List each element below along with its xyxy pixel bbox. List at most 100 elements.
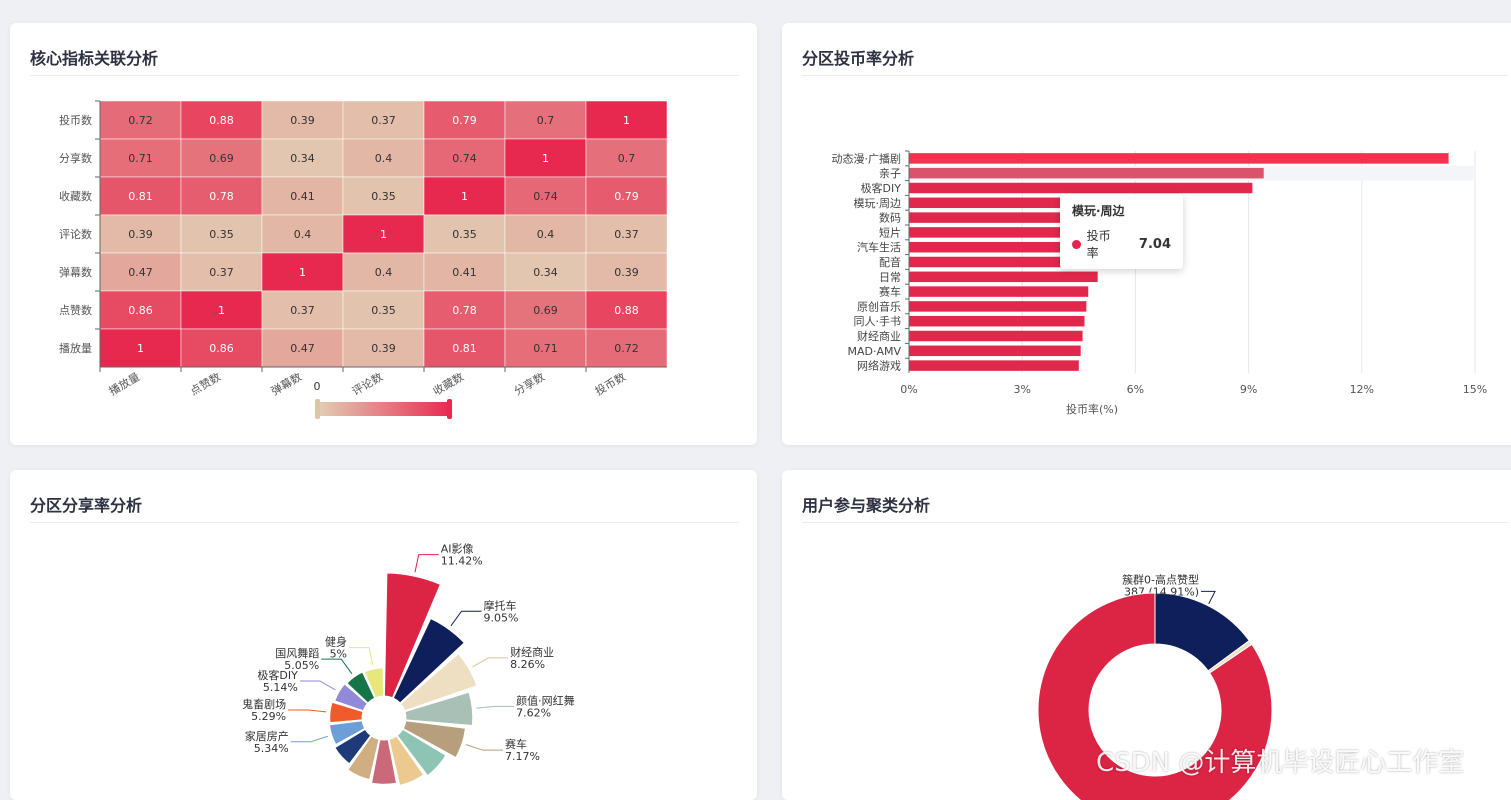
heatmap-x-label: 点赞数: [188, 370, 223, 398]
heatmap-cell-label: 0.4: [375, 266, 393, 279]
heatmap-cell-label: 1: [299, 266, 306, 279]
heatmap-cell-label: 0.72: [128, 114, 153, 127]
rose-label-pct: 5.29%: [251, 710, 286, 723]
heatmap-cell: [261, 214, 344, 254]
heatmap-cell: [342, 214, 425, 254]
bar-y-label: 财经商业: [857, 329, 901, 343]
heatmap-cell-label: 0.72: [614, 342, 639, 355]
heatmap-y-label: 弹幕数: [59, 265, 92, 279]
pie-title: 分区分享率分析: [30, 496, 143, 515]
heatmap-cell-label: 0.79: [452, 114, 477, 127]
heatmap-cell: [504, 252, 587, 292]
heatmap-cell-label: 0.37: [371, 114, 396, 127]
rose-label-pct: 11.42%: [441, 555, 483, 568]
rose-slice: [396, 728, 447, 777]
bar-y-label: 日常: [879, 271, 901, 284]
heatmap-cell: [261, 100, 344, 140]
bar-title: 分区投币率分析: [802, 49, 915, 68]
rose-slice: [334, 728, 372, 765]
rose-label-name: 国风舞蹈: [275, 647, 319, 660]
heatmap-cell-label: 0.7: [618, 152, 636, 165]
heatmap-cell: [180, 176, 263, 216]
rose-label-name: 摩托车: [484, 598, 517, 612]
heatmap-cell: [261, 138, 344, 178]
tooltip-title: 模玩·周边: [1072, 204, 1125, 218]
rose-label-name: 鬼畜剧场: [242, 697, 286, 711]
heatmap-card: 核心指标关联分析 0.72 0.88 0.39 0.37 0.79 0.7 1 投币数 0.71…: [10, 23, 757, 445]
heatmap-cell: [504, 328, 587, 368]
heatmap-cell: [585, 138, 668, 178]
bar: [909, 271, 1098, 283]
rose-slice: [400, 653, 478, 712]
rose-slice: [329, 701, 364, 724]
visualmap-min-label: 0: [314, 380, 321, 393]
heatmap-cell: [423, 214, 506, 254]
heatmap-cell: [585, 214, 668, 254]
rose-slice: [371, 739, 397, 785]
heatmap-cell-label: 0.35: [371, 190, 396, 203]
rose-leader-line: [414, 554, 439, 573]
heatmap-cell: [342, 328, 425, 368]
bar: [909, 301, 1087, 312]
heatmap-cell: [585, 290, 668, 330]
rose-label-name: 极客DIY: [257, 668, 298, 682]
heatmap-cell-label: 0.81: [128, 190, 153, 203]
heatmap-cell: [99, 214, 182, 254]
heatmap-cell: [180, 328, 263, 368]
rose-leader-line: [476, 705, 515, 709]
heatmap-cell: [504, 176, 587, 216]
heatmap-cell-label: 0.47: [128, 266, 153, 279]
heatmap-y-label: 播放量: [59, 341, 92, 355]
heatmap-cell-label: 0.34: [290, 152, 315, 165]
heatmap-cell-label: 0.71: [533, 342, 558, 355]
donut-title: 用户参与聚类分析: [802, 496, 931, 515]
heatmap-cell-label: 0.37: [290, 304, 315, 317]
heatmap-cell-label: 0.74: [533, 190, 558, 203]
heatmap-cell: [180, 252, 263, 292]
bar: [909, 212, 1109, 223]
heatmap-divider: [30, 75, 739, 76]
bar-y-label: 赛车: [879, 285, 901, 299]
heatmap-cell-label: 0.35: [209, 228, 234, 241]
bar-y-label: 数码: [879, 212, 901, 225]
rose-label-pct: 7.17%: [505, 750, 540, 763]
rose-slice: [388, 735, 425, 786]
bar-x-tick-label: 6%: [1127, 383, 1144, 396]
rose-slice: [392, 617, 465, 704]
bar: [909, 360, 1079, 371]
heatmap-cell: [585, 328, 668, 368]
visualmap-handle-min: [315, 399, 320, 419]
heatmap-cell-label: 0.4: [294, 228, 312, 241]
heatmap-cell-label: 0.35: [452, 228, 477, 241]
bar-x-tick-label: 3%: [1013, 383, 1030, 396]
bar: [909, 330, 1083, 342]
heatmap-y-label: 评论数: [59, 227, 92, 241]
rose-leader-line: [290, 735, 329, 743]
heatmap-x-label: 分享数: [511, 369, 547, 398]
heatmap-cell-label: 1: [461, 190, 468, 203]
heatmap-cell-label: 0.69: [533, 304, 558, 317]
donut-slice: [1037, 592, 1273, 800]
tooltip-row: 投币率 7.04: [1072, 227, 1171, 261]
bar: [909, 227, 1108, 238]
heatmap-x-label: 收藏数: [430, 369, 466, 398]
bar-divider: [802, 75, 1509, 76]
heatmap-cell-label: 0.7: [537, 114, 555, 127]
rose-label-pct: 9.05%: [484, 611, 519, 624]
donut-leader-line: [1201, 590, 1216, 605]
tooltip-series: 投币率: [1086, 229, 1111, 260]
heatmap-cell: [99, 328, 182, 368]
rose-label-name: AI影像: [441, 543, 474, 556]
bar-y-label: 原创音乐: [857, 299, 901, 313]
heatmap-cell: [261, 328, 344, 368]
pie-divider: [30, 522, 739, 523]
heatmap-y-label: 分享数: [59, 151, 92, 165]
rose-label-name: 颜值·网红舞: [516, 694, 575, 707]
bar-y-label: 配音: [879, 255, 901, 269]
heatmap-cell: [504, 214, 587, 254]
bar-y-label: 短片: [879, 225, 901, 239]
heatmap-cell: [423, 290, 506, 330]
